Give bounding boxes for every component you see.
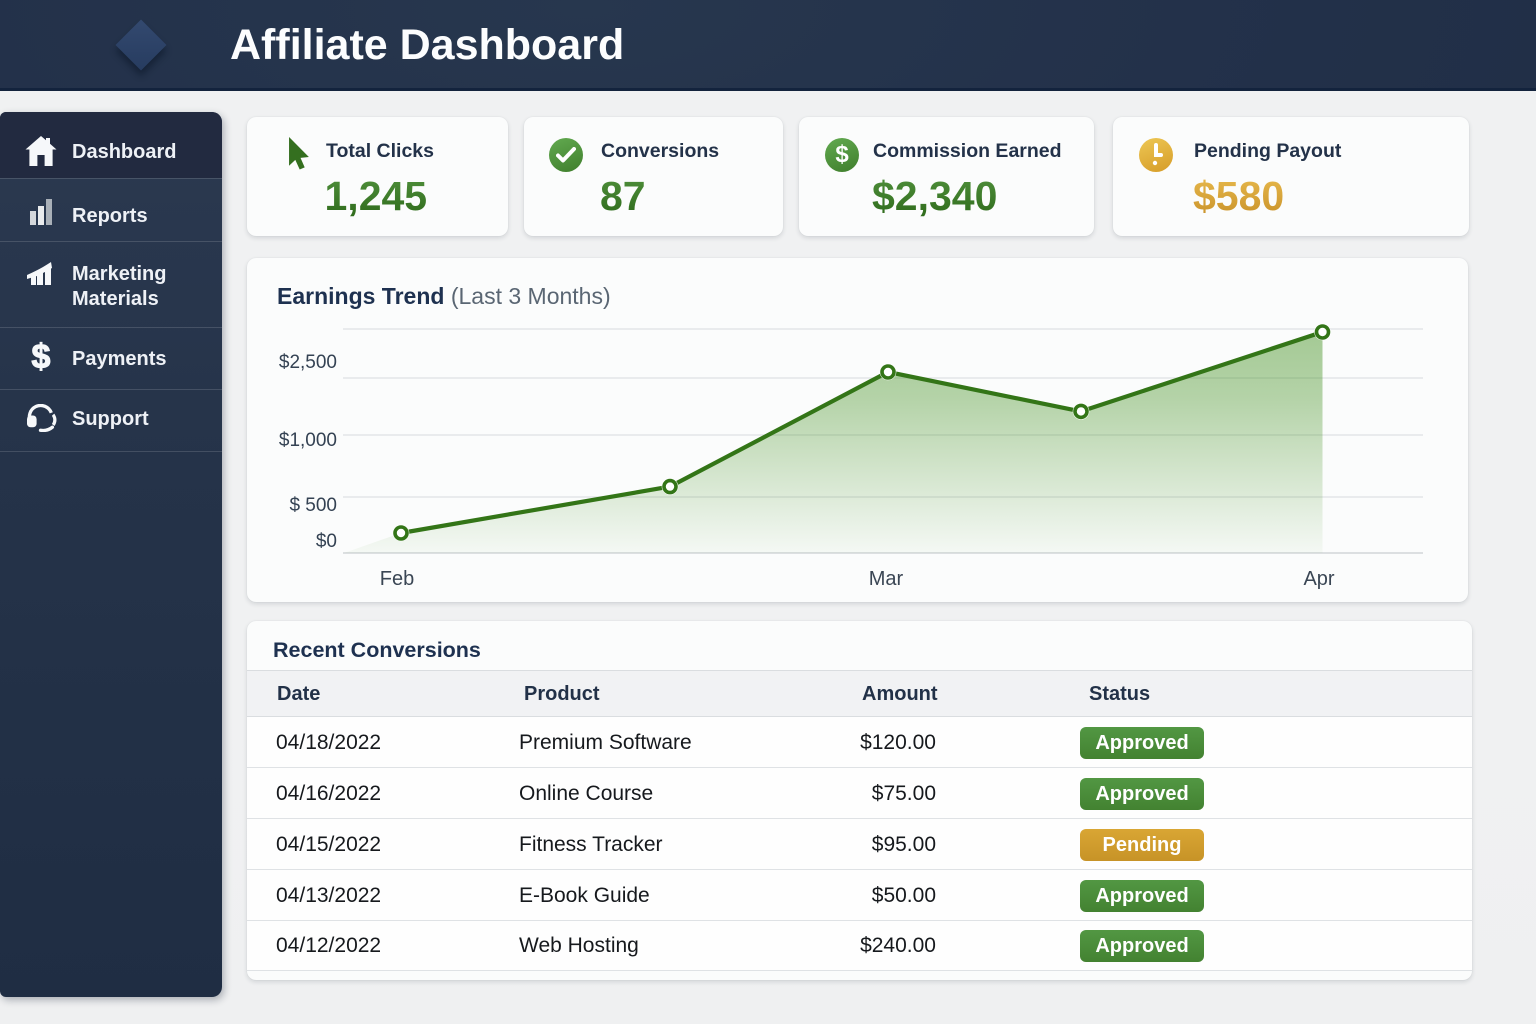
svg-text:$2,500: $2,500 [279,352,337,373]
svg-text:$1,000: $1,000 [279,430,337,451]
svg-text:Apr: Apr [1303,568,1334,590]
svg-text:Feb: Feb [380,568,414,590]
svg-text:$0: $0 [316,531,337,552]
svg-text:Mar: Mar [869,568,904,590]
svg-text:$ 500: $ 500 [289,495,337,516]
